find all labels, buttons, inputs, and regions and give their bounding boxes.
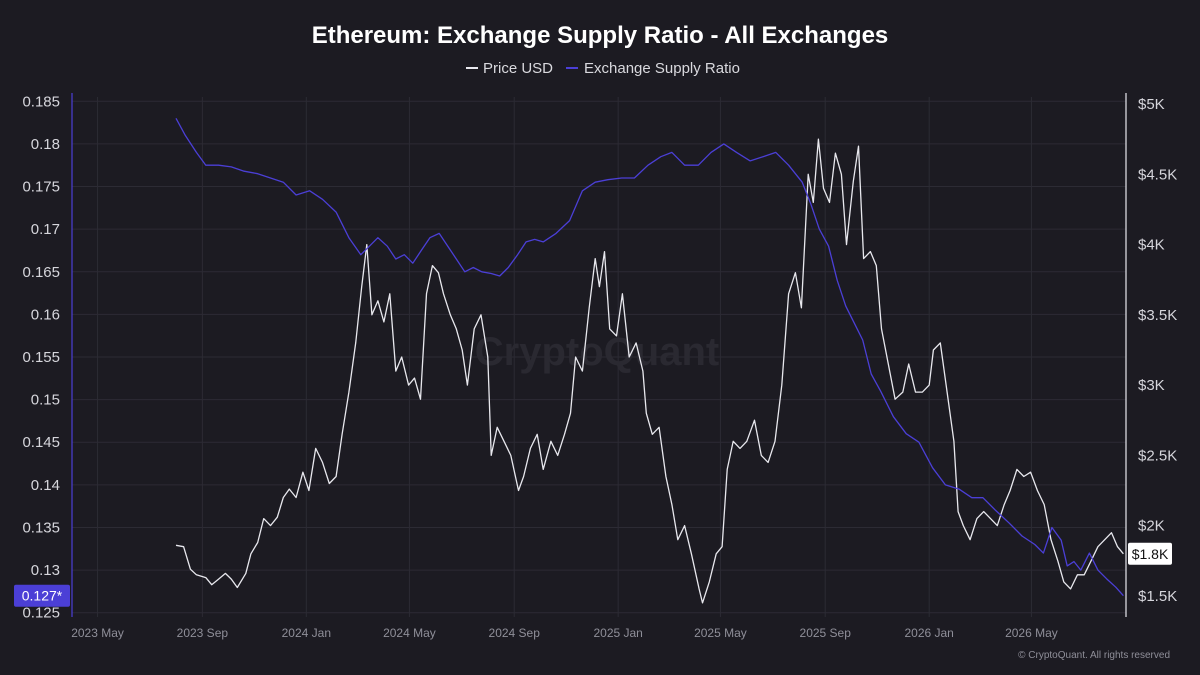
grid (72, 97, 1126, 617)
y-right-tick-label: $5K (1138, 96, 1165, 113)
y-left-tick-label: 0.135 (22, 519, 60, 536)
ratio-last-value-label: 0.127* (22, 588, 63, 604)
y-right-tick-label: $2K (1138, 518, 1165, 535)
y-left-tick-label: 0.16 (31, 306, 60, 323)
watermark: CryptoQuant (475, 330, 719, 374)
y-right-tick-label: $4.5K (1138, 166, 1177, 183)
y-right-tick-label: $3.5K (1138, 307, 1177, 324)
y-left-tick-label: 0.175 (22, 179, 60, 196)
x-tick-label: 2024 Jan (282, 626, 331, 640)
y-left-tick-label: 0.14 (31, 477, 60, 494)
price-usd-line (175, 138, 1124, 604)
last-value-badges: 0.127* $1.8K (14, 542, 1172, 607)
legend: Price USD Exchange Supply Ratio (466, 60, 740, 77)
y-left-tick-label: 0.145 (22, 434, 60, 451)
x-tick-label: 2024 Sep (489, 626, 541, 640)
y-right-tick-label: $4K (1138, 237, 1165, 254)
y-left-tick-label: 0.18 (31, 136, 60, 153)
chart-title: Ethereum: Exchange Supply Ratio - All Ex… (312, 22, 889, 49)
x-tick-label: 2023 May (71, 626, 124, 640)
y-left-tick-label: 0.185 (22, 93, 60, 110)
exchange-supply-ratio-line (175, 117, 1124, 597)
legend-price-label[interactable]: Price USD (483, 60, 553, 77)
series-group (175, 117, 1124, 604)
copyright-notice: © CryptoQuant. All rights reserved (1018, 650, 1170, 661)
y-right-tick-label: $2.5K (1138, 447, 1177, 464)
x-tick-label: 2026 May (1005, 626, 1058, 640)
x-tick-label: 2023 Sep (177, 626, 229, 640)
axes: 0.125 0.13 0.135 0.14 0.145 0.15 0.155 0.16 0.16… (22, 93, 1177, 640)
y-left-tick-label: 0.15 (31, 392, 60, 409)
x-tick-label: 2025 May (694, 626, 747, 640)
y-right-tick-label: $1.5K (1138, 588, 1177, 605)
y-left-tick-label: 0.125 (22, 605, 60, 622)
y-left-tick-label: 0.155 (22, 349, 60, 366)
ratio-last-value-badge (14, 584, 70, 607)
y-left-tick-label: 0.165 (22, 264, 60, 281)
y-left-tick-label: 0.13 (31, 562, 60, 579)
y-right-tick-label: $3K (1138, 377, 1165, 394)
x-tick-label: 2025 Jan (593, 626, 642, 640)
x-tick-label: 2026 Jan (904, 626, 953, 640)
y-left-tick-label: 0.17 (31, 221, 60, 238)
legend-ratio-label[interactable]: Exchange Supply Ratio (584, 60, 740, 77)
x-tick-label: 2024 May (383, 626, 436, 640)
x-tick-label: 2025 Sep (800, 626, 852, 640)
price-last-value-label: $1.8K (1132, 546, 1169, 562)
price-last-value-badge (1128, 542, 1172, 565)
